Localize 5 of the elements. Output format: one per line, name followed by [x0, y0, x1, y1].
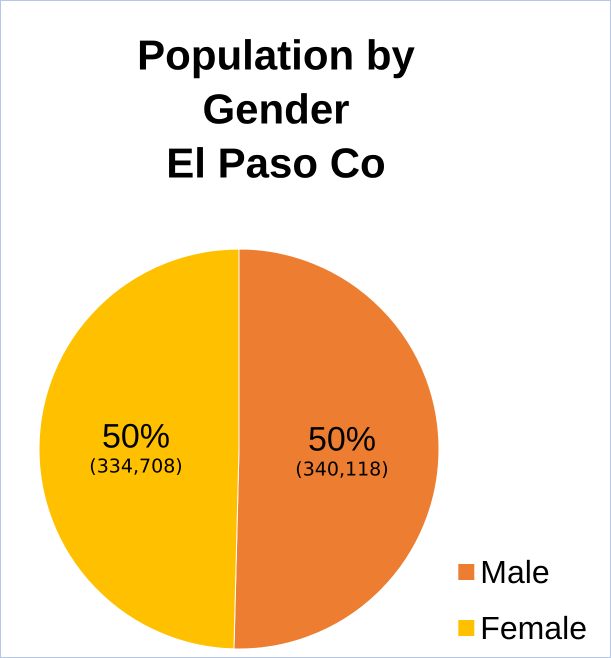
legend-label: Male [480, 554, 550, 590]
data-label: 50% (340,118) [295, 420, 389, 480]
chart-title: Population by Gender El Paso Co [137, 32, 416, 186]
legend-label: Female [480, 610, 587, 646]
data-label: 50% (334,708) [89, 418, 183, 478]
